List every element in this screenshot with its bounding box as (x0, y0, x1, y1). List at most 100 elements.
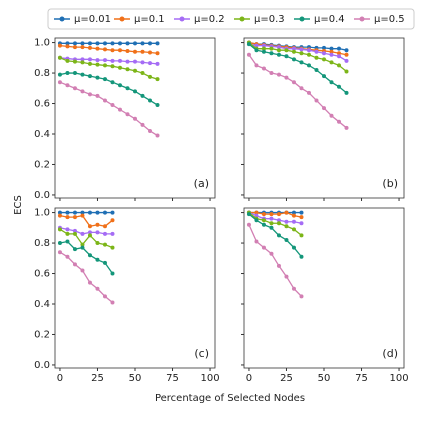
data-point (155, 61, 160, 66)
data-point (299, 254, 304, 259)
legend-marker (359, 16, 365, 22)
data-point (254, 43, 259, 48)
plot-frame (243, 207, 405, 369)
data-point (261, 218, 266, 223)
legend-marker (59, 16, 65, 22)
data-point (80, 45, 85, 50)
data-point (306, 63, 311, 68)
data-point (102, 210, 107, 215)
data-point (72, 71, 77, 76)
data-point (329, 80, 334, 85)
data-point (140, 71, 145, 76)
data-point (284, 219, 289, 224)
data-point (329, 49, 334, 54)
data-point (80, 72, 85, 77)
x-tick-label: 0 (246, 373, 252, 384)
data-point (125, 67, 130, 72)
data-point (291, 286, 296, 291)
data-point (110, 271, 115, 276)
data-point (291, 46, 296, 51)
data-point (246, 42, 251, 47)
data-point (254, 239, 259, 244)
plot-frame (243, 37, 405, 199)
data-point (110, 231, 115, 236)
data-point (95, 62, 100, 67)
data-point (284, 224, 289, 229)
data-point (155, 133, 160, 138)
data-point (117, 83, 122, 88)
data-point (155, 41, 160, 46)
data-point (155, 77, 160, 82)
data-point (276, 212, 281, 217)
data-point (269, 51, 274, 56)
data-point (80, 57, 85, 62)
y-tick-label: 1.0 (34, 208, 50, 219)
data-point (110, 58, 115, 63)
data-point (102, 47, 107, 52)
data-point (276, 48, 281, 53)
data-point (291, 227, 296, 232)
data-point (344, 90, 349, 95)
data-point (299, 294, 304, 299)
data-point (322, 45, 326, 50)
y-tick-label: 0.4 (34, 299, 50, 310)
data-point (337, 51, 342, 56)
data-point (148, 61, 153, 66)
data-point (95, 230, 100, 235)
data-point (254, 63, 259, 68)
data-point (80, 41, 85, 46)
data-point (133, 59, 137, 64)
data-point (102, 231, 107, 236)
data-point (299, 60, 304, 65)
data-point (72, 228, 77, 233)
data-point (291, 57, 296, 62)
data-point (125, 86, 130, 91)
y-tick-label: 0.4 (34, 129, 50, 140)
data-point (80, 231, 85, 236)
data-point (314, 49, 319, 54)
data-point (284, 210, 289, 215)
data-point (72, 41, 77, 46)
data-point (80, 242, 85, 247)
data-point (337, 54, 342, 59)
data-point (299, 47, 304, 52)
legend-label: μ=0.2 (194, 14, 225, 25)
data-point (269, 71, 274, 76)
data-point (254, 48, 259, 53)
data-point (269, 216, 274, 221)
data-point (117, 58, 122, 63)
data-point (299, 221, 304, 226)
data-point (80, 268, 85, 273)
data-point (95, 75, 100, 80)
data-point (117, 65, 122, 70)
data-point (291, 213, 296, 218)
data-point (314, 55, 319, 60)
data-point (72, 262, 77, 267)
data-point (276, 72, 281, 77)
data-point (329, 52, 334, 57)
y-tick-label: 1.0 (34, 38, 50, 49)
data-point (87, 45, 92, 50)
data-point (155, 51, 160, 56)
data-point (254, 218, 259, 223)
data-point (65, 254, 70, 259)
data-point (329, 60, 334, 65)
legend-marker (119, 16, 125, 22)
data-point (344, 69, 349, 74)
data-point (87, 230, 92, 235)
data-point (261, 222, 266, 227)
data-point (72, 231, 77, 236)
data-point (87, 224, 92, 229)
data-point (337, 119, 342, 124)
x-tick-label: 25 (280, 373, 293, 384)
data-point (57, 227, 62, 232)
data-point (102, 294, 107, 299)
data-point (291, 49, 296, 54)
data-point (140, 93, 145, 98)
x-tick-label: 25 (91, 373, 104, 384)
data-point (117, 41, 122, 46)
data-point (95, 286, 100, 291)
data-point (148, 128, 153, 133)
data-point (65, 210, 70, 215)
